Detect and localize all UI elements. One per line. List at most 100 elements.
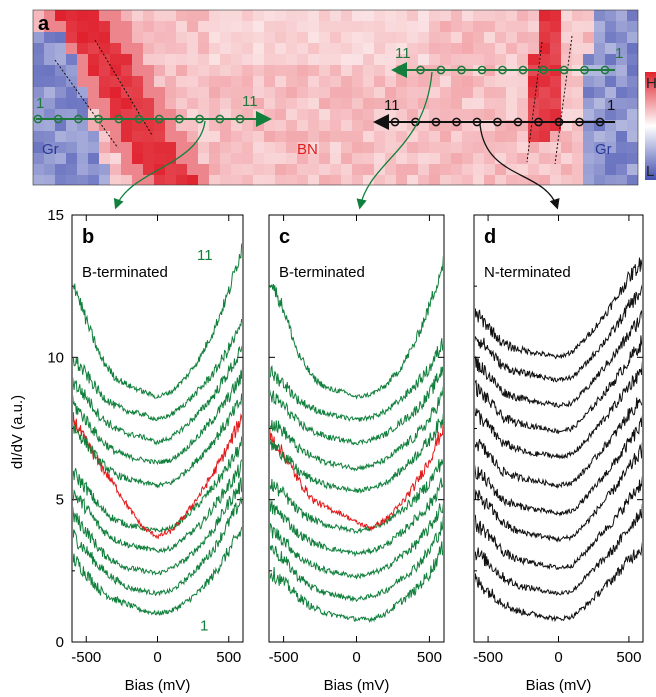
map-cell [407,142,418,153]
map-cell [121,153,132,164]
map-cell [407,164,418,175]
map-cell [418,32,429,43]
map-cell [66,54,77,65]
map-cell [374,87,385,98]
map-cell [407,153,418,164]
map-cell [583,54,594,65]
panel-label-a: a [38,13,50,35]
map-cell [528,120,539,131]
map-cell [550,175,561,185]
map-cell [88,164,99,175]
map-cell [55,120,66,131]
map-cell [220,131,231,142]
map-cell [143,98,154,109]
map-cell [561,175,572,185]
map-cell [572,21,583,32]
map-cell [583,153,594,164]
map-cell [275,76,286,87]
map-cell [473,142,484,153]
map-cell [363,153,374,164]
map-cell [484,87,495,98]
map-cell [308,65,319,76]
map-cell [429,76,440,87]
map-cell [385,43,396,54]
map-cell [209,98,220,109]
map-cell [297,175,308,185]
map-cell [330,43,341,54]
map-cell [220,153,231,164]
map-cell [209,87,220,98]
map-cell [176,164,187,175]
map-cell [330,109,341,120]
map-cell [154,21,165,32]
map-cell [528,21,539,32]
map-cell [495,131,506,142]
spectrum-curve-5 [475,415,642,517]
map-cell [77,76,88,87]
map-cell [385,175,396,185]
map-cell [539,87,550,98]
map-cell [77,109,88,120]
map-cell [88,65,99,76]
connector-arrows [113,71,560,210]
map-cell [484,142,495,153]
map-cell [220,120,231,131]
map-cell [121,54,132,65]
map-cell [198,21,209,32]
map-cell [308,32,319,43]
map-cell [143,76,154,87]
y-tick-label: 10 [47,349,64,366]
map-cell [110,10,121,21]
map-cell [462,43,473,54]
map-cell [308,109,319,120]
map-cell [506,54,517,65]
map-cell [187,175,198,185]
map-cell [264,10,275,21]
map-cell [33,21,44,32]
track-point [154,114,164,124]
map-cell [110,87,121,98]
map-cell [242,164,253,175]
map-cell [275,98,286,109]
map-cell [495,54,506,65]
map-cell [110,153,121,164]
map-cell [627,98,638,109]
map-cell [429,175,440,185]
track-point [518,65,528,75]
map-cell [561,109,572,120]
map-cell [341,54,352,65]
map-cell [198,76,209,87]
map-cell [418,98,429,109]
map-cell [88,76,99,87]
map-cell [55,43,66,54]
map-cell [583,32,594,43]
map-cell [66,87,77,98]
map-cell [495,76,506,87]
map-cell [187,32,198,43]
map-cell [253,153,264,164]
map-cell [374,76,385,87]
map-cell [66,142,77,153]
map-cell [561,32,572,43]
map-cell [429,98,440,109]
map-cell [154,87,165,98]
map-cell [88,131,99,142]
map-cell [506,87,517,98]
map-cell [176,87,187,98]
map-cell [374,43,385,54]
map-cell [605,164,616,175]
map-cell [352,98,363,109]
map-cell [363,87,374,98]
map-cell [418,175,429,185]
map-cell [110,98,121,109]
map-cell [154,142,165,153]
colorbar-high-label: H [646,75,656,92]
map-cell [198,175,209,185]
map-cell [297,65,308,76]
map-cell [374,10,385,21]
map-cell [110,21,121,32]
track-point [416,65,425,75]
map-cell [121,32,132,43]
map-cell [99,65,110,76]
